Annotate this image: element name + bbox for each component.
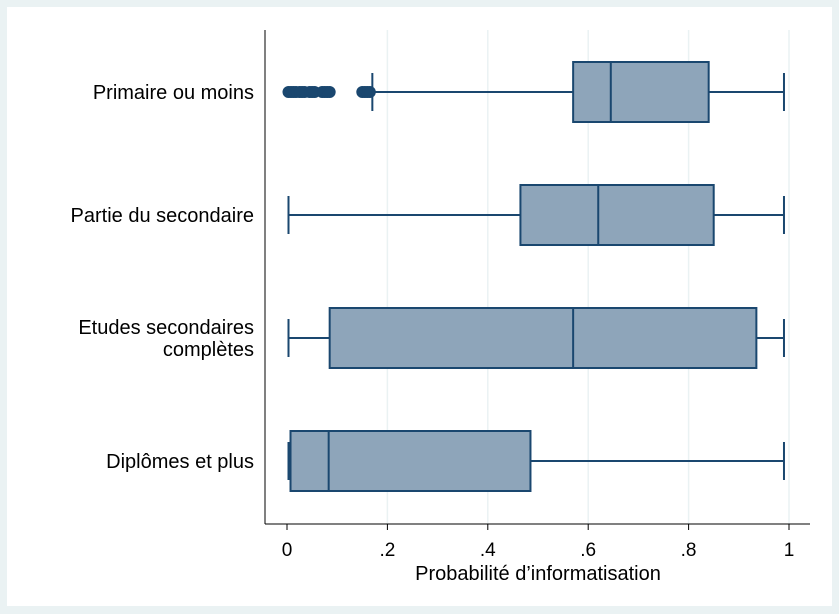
iqr-box [328, 307, 758, 369]
category-label-line: Etudes secondaires [78, 317, 254, 339]
category-label: Diplômes et plus [106, 451, 254, 473]
x-tick-label: 1 [784, 540, 795, 561]
x-tick-label: .6 [580, 540, 596, 561]
x-ticks: 0 .2 .4 .6 .8 1 [282, 524, 795, 561]
x-tick-label: 0 [282, 540, 293, 561]
category-labels: Primaire ou moins Partie du secondaire Etu… [71, 82, 254, 473]
outlier-point [323, 86, 336, 98]
category-label-line: complètes [163, 339, 254, 361]
category-label-line: Primaire ou moins [93, 82, 254, 104]
iqr-box [289, 430, 532, 492]
axes [264, 30, 810, 525]
category-label: Partie du secondaire [71, 205, 254, 227]
x-tick-label: .2 [379, 540, 395, 561]
box-group [287, 184, 785, 246]
box-group [287, 430, 785, 492]
category-label-line: Diplômes et plus [106, 451, 254, 473]
outlier-point [363, 86, 376, 98]
iqr-box [519, 184, 715, 246]
category-label-line: Partie du secondaire [71, 205, 254, 227]
box-group [282, 61, 785, 123]
boxes [282, 61, 785, 492]
iqr-box [572, 61, 710, 123]
x-tick-label: .4 [480, 540, 496, 561]
category-label: Etudes secondaires complètes [78, 317, 254, 361]
box-group [287, 307, 785, 369]
x-tick-label: .8 [681, 540, 697, 561]
x-axis-title: Probabilité d’informatisation [415, 563, 661, 585]
category-label: Primaire ou moins [93, 82, 254, 104]
